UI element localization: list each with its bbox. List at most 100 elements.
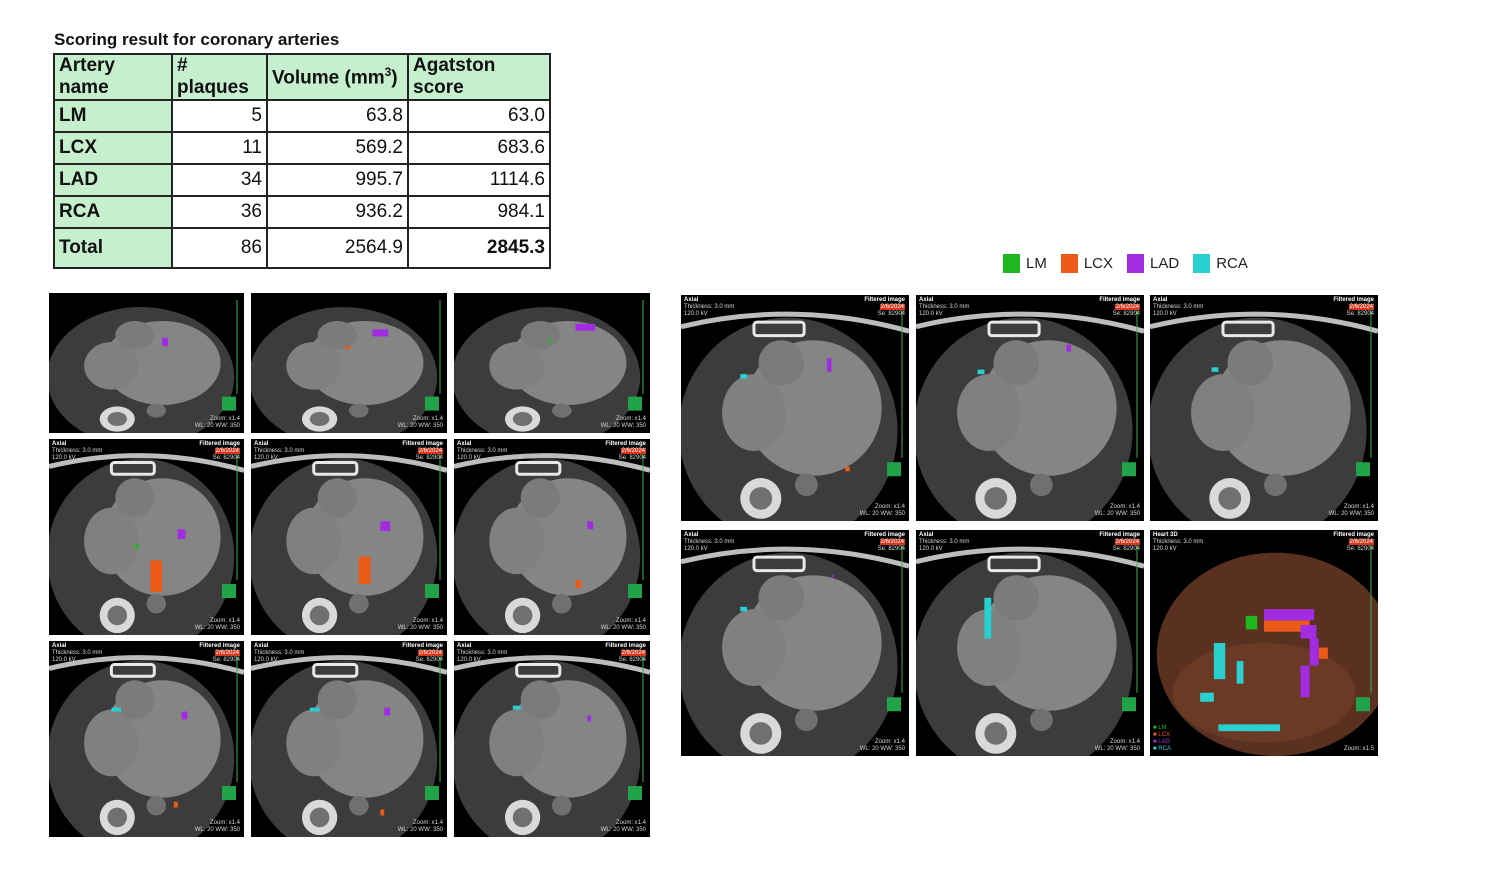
window-level-label: WL: 20 WW: 350 xyxy=(1094,511,1140,517)
scale-box xyxy=(1356,697,1370,712)
overlay-top-right: Filtered image 2/6/2024 Se: 82904 xyxy=(1099,532,1140,553)
ct-axial-panel[interactable]: Axial Thickness: 3.0 mm 120.0 kV Filtered i… xyxy=(454,439,650,635)
scale-box xyxy=(425,396,439,411)
descending-aorta xyxy=(146,795,166,816)
scoring-table: Artery name # plaques Volume (mm3) Agats… xyxy=(53,53,551,269)
scale-box xyxy=(1122,697,1136,712)
spinal-canal xyxy=(107,412,127,426)
zoom-label: Zoom: x1.4 xyxy=(874,739,905,745)
chest-wall xyxy=(681,311,909,334)
ct-axial-panel[interactable]: Zoom: x1.4 WL: 20 WW: 350 xyxy=(49,293,244,433)
ct-axial-panel[interactable]: Axial Thickness: 3.0 mm 120.0 kV Filtered i… xyxy=(251,641,447,837)
ct-axial-panel[interactable]: Axial Thickness: 3.0 mm 120.0 kV Filtered i… xyxy=(251,439,447,635)
sternum xyxy=(109,461,156,476)
zoom-label: Zoom: x1.4 xyxy=(615,820,646,826)
legend3d-item: ■ LCX xyxy=(1153,732,1170,738)
kv-label: 120.0 kV xyxy=(1153,546,1177,552)
chest-wall xyxy=(454,655,650,675)
ct-heart3d-panel[interactable]: Heart 3D Thickness: 3.0 mm 120.0 kV Filtere… xyxy=(1150,530,1378,756)
ct-axial-panel[interactable]: Axial Thickness: 3.0 mm 120.0 kV Filtered i… xyxy=(916,295,1144,521)
overlay-top-left: Axial Thickness: 3.0 mm 120.0 kV xyxy=(254,643,304,664)
ct-axial-panel[interactable]: Zoom: x1.4 WL: 20 WW: 350 xyxy=(251,293,447,433)
overlay-top-left: Axial Thickness: 3.0 mm 120.0 kV xyxy=(52,643,102,664)
thickness-label: Thickness: 3.0 mm xyxy=(684,304,735,310)
ct-axial-panel[interactable]: Axial Thickness: 3.0 mm 120.0 kV Filtered i… xyxy=(1150,295,1378,521)
zoom-label: Zoom: x1.4 xyxy=(209,820,240,826)
table-row: LM 5 63.8 63.0 xyxy=(53,99,551,133)
overlay-top-right: Filtered image 2/6/2024 Se: 82904 xyxy=(402,441,443,462)
plaques-cell: 11 xyxy=(171,131,268,165)
ct-image xyxy=(454,641,650,837)
ct-axial-panel[interactable]: Axial Thickness: 3.0 mm 120.0 kV Filtered i… xyxy=(454,641,650,837)
filtered-label: Filtered image xyxy=(864,297,905,303)
view-label: Axial xyxy=(52,441,67,447)
date-badge: 2/6/2024 xyxy=(1348,304,1374,310)
overlay-bottom-right: Zoom: x1.5 xyxy=(1344,746,1374,753)
header-volume: Volume (mm3) xyxy=(266,53,409,101)
scale-box xyxy=(1356,462,1370,477)
date-badge: 2/6/2024 xyxy=(879,304,905,310)
overlay-top-left: Axial Thickness: 3.0 mm 120.0 kV xyxy=(254,441,304,462)
legend-item-lad: LAD xyxy=(1127,254,1179,273)
rca-plaque xyxy=(111,707,122,712)
legend3d-item: ■ RCA xyxy=(1153,746,1171,752)
spinal-canal xyxy=(107,605,127,626)
view-label: Axial xyxy=(919,532,934,538)
lad-vessel xyxy=(1309,638,1319,666)
overlay-top-right: Filtered image 2/6/2024 Se: 82904 xyxy=(199,441,240,462)
lcx-plaque xyxy=(845,466,850,472)
spinal-canal xyxy=(749,487,773,510)
spinal-canal xyxy=(749,722,773,745)
aortic-root xyxy=(520,321,560,349)
ct-axial-panel[interactable]: Axial Thickness: 3.0 mm 120.0 kV Filtered i… xyxy=(49,641,244,837)
lcx-plaque xyxy=(173,801,178,808)
legend-item-lcx: LCX xyxy=(1060,254,1113,273)
overlay-top-right: Filtered image 2/6/2024 Se: 82904 xyxy=(1099,297,1140,318)
descending-aorta xyxy=(146,593,166,614)
zoom-label: Zoom: x1.4 xyxy=(615,618,646,624)
sternum xyxy=(312,663,359,678)
overlay-bottom-right: Zoom: x1.4 WL: 20 WW: 350 xyxy=(195,820,240,834)
lad-plaque xyxy=(177,529,186,539)
artery-name-cell: LAD xyxy=(53,163,173,197)
ct-image xyxy=(1150,530,1378,756)
legend-label: LM xyxy=(1026,255,1047,272)
date-badge: 2/6/2024 xyxy=(620,650,646,656)
right-atrium xyxy=(286,507,342,575)
ct-axial-panel[interactable]: Axial Thickness: 3.0 mm 120.0 kV Filtered i… xyxy=(681,530,909,756)
lcx-plaque xyxy=(345,346,351,349)
view-label: Axial xyxy=(1153,297,1168,303)
series-label: Se: 82904 xyxy=(212,657,240,663)
series-label: Se: 82904 xyxy=(1346,546,1374,552)
descending-aorta xyxy=(795,708,818,732)
scale-box xyxy=(222,584,236,599)
scale-box xyxy=(628,786,642,801)
ct-axial-panel[interactable]: Axial Thickness: 3.0 mm 120.0 kV Filtered i… xyxy=(49,439,244,635)
ct-axial-panel[interactable]: Zoom: x1.4 WL: 20 WW: 350 xyxy=(454,293,650,433)
lad-plaque xyxy=(384,707,391,716)
aortic-root xyxy=(993,575,1040,621)
right-atrium xyxy=(286,709,342,777)
right-atrium xyxy=(957,609,1021,686)
scale-box xyxy=(425,786,439,801)
ct-axial-panel[interactable]: Axial Thickness: 3.0 mm 120.0 kV Filtered i… xyxy=(916,530,1144,756)
chest-wall xyxy=(251,453,447,473)
date-badge: 2/6/2024 xyxy=(214,448,240,454)
lm-vessel xyxy=(1245,615,1258,630)
volume-cell: 995.7 xyxy=(266,163,409,197)
overlay-bottom-right: Zoom: x1.4 WL: 20 WW: 350 xyxy=(1095,739,1140,753)
zoom-label: Zoom: x1.4 xyxy=(1343,504,1374,510)
overlay-top-left: Axial Thickness: 3.0 mm 120.0 kV xyxy=(684,532,734,553)
ct-axial-panel[interactable]: Axial Thickness: 3.0 mm 120.0 kV Filtered i… xyxy=(681,295,909,521)
thickness-label: Thickness: 3.0 mm xyxy=(52,650,103,656)
scale-box xyxy=(887,462,901,477)
date-badge: 2/6/2024 xyxy=(879,539,905,545)
rca-plaque xyxy=(977,369,985,375)
artery-name-cell: RCA xyxy=(53,195,173,229)
spinal-canal xyxy=(309,605,330,626)
filtered-label: Filtered image xyxy=(199,441,240,447)
descending-aorta xyxy=(349,593,369,614)
ct-image xyxy=(49,439,244,635)
sternum xyxy=(752,320,806,338)
date-badge: 2/6/2024 xyxy=(1348,539,1374,545)
